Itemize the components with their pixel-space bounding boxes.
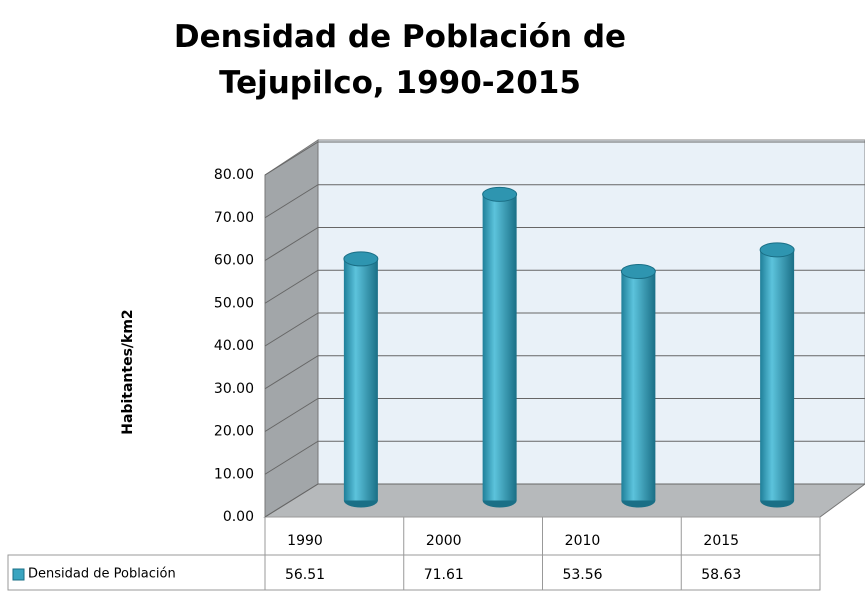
y-tick-label: 20.00 — [214, 424, 254, 440]
legend-swatch — [12, 568, 25, 581]
y-tick-label: 80.00 — [214, 167, 254, 183]
x-tick-label: 2015 — [703, 533, 739, 549]
bar-top — [620, 264, 656, 280]
y-tick-label: 30.00 — [214, 381, 254, 397]
chart-title: Densidad de Población de Tejupilco, 1990… — [173, 19, 627, 101]
side-wall — [264, 139, 319, 518]
bar — [482, 194, 517, 501]
y-tick-label: 10.00 — [214, 466, 254, 482]
grid-line — [264, 398, 319, 432]
y-tick-label: 0.00 — [223, 509, 254, 525]
grid-line — [264, 440, 319, 475]
bar — [760, 249, 795, 501]
bar — [621, 271, 656, 501]
grid-line — [264, 355, 319, 390]
grid-line — [264, 141, 319, 176]
y-tick-label: 60.00 — [214, 253, 254, 269]
table-row — [7, 554, 821, 591]
y-tick-label: 50.00 — [214, 295, 254, 311]
table-value: 53.56 — [562, 567, 602, 583]
bar-top — [482, 186, 518, 202]
grid-line — [264, 227, 319, 261]
grid-line — [264, 483, 319, 518]
bar-top — [343, 251, 379, 267]
grid-line — [264, 312, 319, 347]
bar-top — [759, 242, 795, 258]
y-tick-label: 40.00 — [214, 338, 254, 354]
x-tick-label: 2010 — [565, 533, 601, 549]
table-value: 56.51 — [285, 567, 325, 583]
legend-label: Densidad de Población — [28, 567, 176, 582]
table-value: 58.63 — [701, 567, 741, 583]
grid-line — [264, 269, 319, 304]
y-tick-label: 70.00 — [214, 210, 254, 226]
table-value: 71.61 — [424, 567, 464, 583]
bar — [343, 258, 378, 501]
y-axis-label: Habitantes/km2 — [120, 309, 136, 434]
grid-line — [264, 184, 319, 219]
x-tick-label: 1990 — [287, 533, 323, 549]
x-tick-label: 2000 — [426, 533, 462, 549]
